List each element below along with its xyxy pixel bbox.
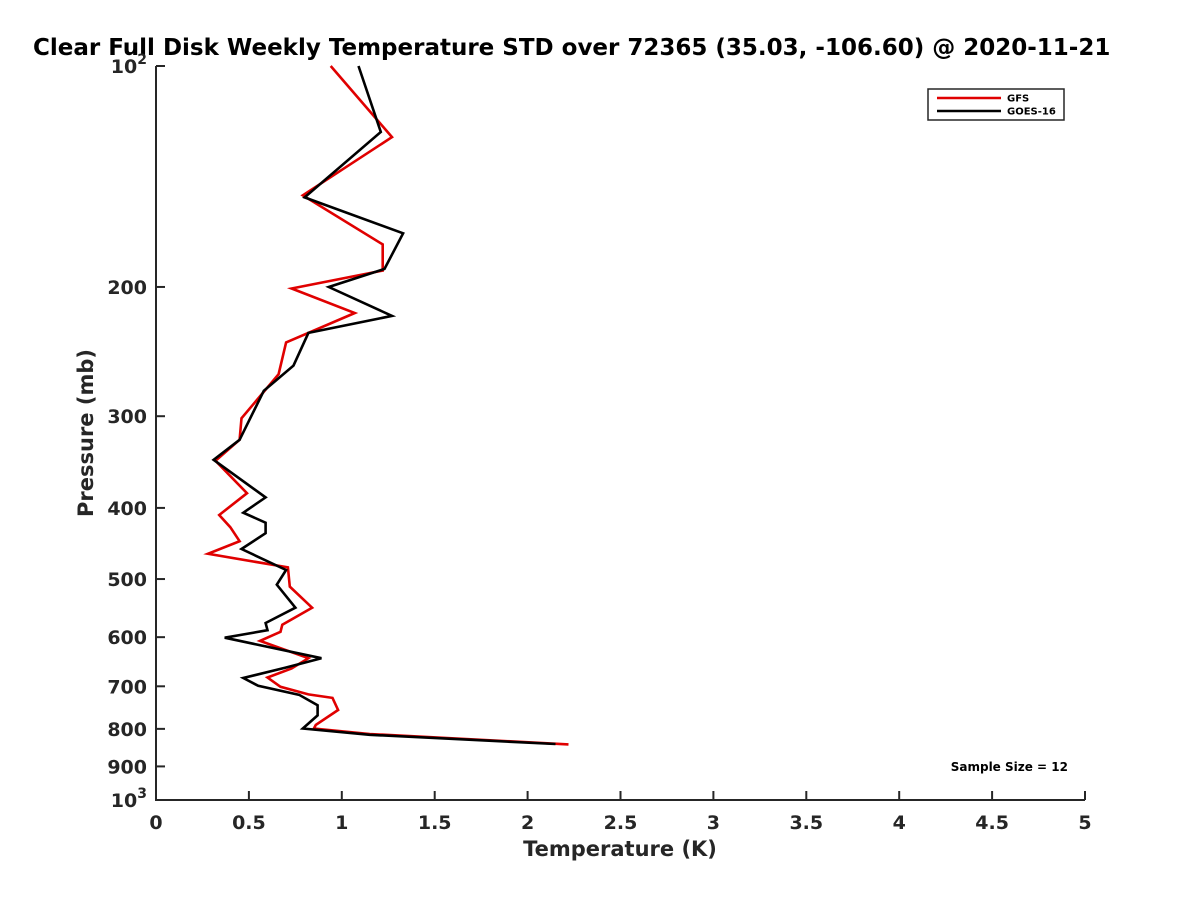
- y-axis-label: Pressure (mb): [74, 349, 98, 517]
- y-tick-label: 700: [107, 676, 147, 698]
- legend: GFS GOES-16: [927, 88, 1065, 121]
- y-tick-label: 400: [107, 498, 147, 520]
- series-layer: [203, 65, 569, 746]
- y-tick-label: 900: [107, 756, 147, 778]
- chart-title: Clear Full Disk Weekly Temperature STD o…: [33, 35, 1110, 61]
- legend-box: [927, 88, 1065, 121]
- y-tick-label: 600: [107, 627, 147, 649]
- x-tick-label: 3.5: [789, 812, 823, 834]
- y-tick-label: 300: [107, 406, 147, 428]
- y-tick-label: 102: [111, 52, 147, 78]
- x-tick-label: 5: [1078, 812, 1091, 834]
- x-tick-label: 1.5: [418, 812, 452, 834]
- x-axis-label: Temperature (K): [523, 837, 717, 861]
- x-tick-label: 3: [707, 812, 720, 834]
- series-line-gfs: [203, 65, 569, 746]
- x-tick-label: 4.5: [975, 812, 1009, 834]
- y-tick-label: 200: [107, 277, 147, 299]
- x-tick-label: 2.5: [604, 812, 638, 834]
- x-tick-label: 2: [521, 812, 534, 834]
- sample-size-annotation: Sample Size = 12: [951, 760, 1068, 774]
- y-tick-label: 800: [107, 719, 147, 741]
- x-tick-label: 0: [149, 812, 162, 834]
- x-tick-label: 1: [335, 812, 348, 834]
- legend-label: GOES-16: [1007, 107, 1056, 118]
- axes-layer: 0 0.5 1 1.5 2 2.5 3 3.5 4 4.5 5 102 200 300 400 500 600 7…: [107, 52, 1091, 834]
- x-tick-label: 0.5: [232, 812, 266, 834]
- series-line-goes-16: [211, 65, 556, 746]
- x-tick-label: 4: [893, 812, 906, 834]
- y-tick-label: 103: [111, 786, 147, 812]
- y-tick-label: 500: [107, 569, 147, 591]
- legend-label: GFS: [1007, 94, 1029, 105]
